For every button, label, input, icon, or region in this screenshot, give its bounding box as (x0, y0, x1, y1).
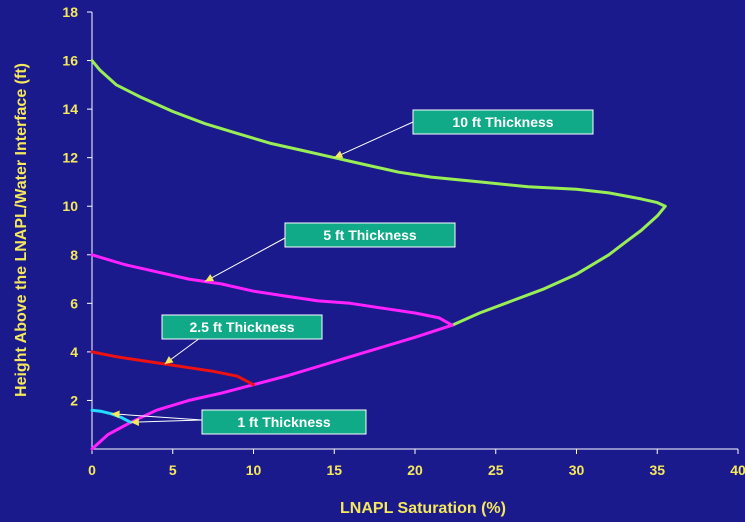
callout-1ft-label: 1 ft Thickness (237, 414, 331, 430)
x-tick-label: 25 (488, 462, 504, 478)
callout-1ft-box (201, 409, 367, 435)
callout-10ft-label: 10 ft Thickness (452, 114, 553, 130)
callout-10ft: 10 ft Thickness (412, 109, 594, 135)
y-tick-label: 6 (70, 295, 78, 311)
x-axis-title: LNAPL Saturation (%) (340, 500, 506, 517)
annotation-arrows (111, 121, 414, 426)
y-tick-label: 2 (70, 392, 78, 408)
annotation-arrow (111, 410, 203, 421)
callout-2-5ft-box (161, 314, 323, 340)
y-tick-label: 12 (62, 150, 78, 166)
y-tick-label: 16 (62, 53, 78, 69)
series-line (90, 408, 133, 424)
series-layer (90, 59, 667, 451)
y-tick-label: 18 (62, 4, 78, 20)
x-tick-label: 5 (169, 462, 177, 478)
x-ticks: 0 5 10 15 20 25 30 35 40 (88, 449, 745, 478)
callout-10ft-box (412, 109, 594, 135)
x-tick-label: 15 (326, 462, 342, 478)
series-line (90, 253, 454, 451)
series-line (90, 350, 255, 387)
callout-5ft-label: 5 ft Thickness (323, 227, 417, 243)
annotation-arrow (334, 121, 414, 159)
x-tick-label: 10 (246, 462, 262, 478)
plot-area: 0 5 10 15 20 25 30 35 40 2 4 6 8 10 12 14 16 18 (62, 4, 745, 478)
annotation-arrow (130, 418, 203, 426)
callout-5ft: 5 ft Thickness (284, 222, 456, 248)
y-ticks: 2 4 6 8 10 12 14 16 18 (62, 4, 92, 408)
y-axis-title: Height Above the LNAPL/Water Interface (… (13, 63, 30, 397)
y-tick-label: 14 (62, 101, 78, 117)
x-tick-label: 0 (88, 462, 96, 478)
callout-2-5ft: 2.5 ft Thickness (161, 314, 323, 340)
callout-1ft: 1 ft Thickness (201, 409, 367, 435)
y-tick-label: 10 (62, 198, 78, 214)
x-tick-label: 40 (730, 462, 745, 478)
x-tick-label: 20 (407, 462, 423, 478)
x-tick-label: 35 (649, 462, 665, 478)
x-tick-label: 30 (569, 462, 585, 478)
callout-5ft-box (284, 222, 456, 248)
annotation-arrow (164, 337, 201, 365)
callout-2-5ft-label: 2.5 ft Thickness (189, 319, 294, 335)
annotation-arrow (204, 237, 286, 282)
series-line (90, 59, 667, 327)
y-tick-label: 4 (70, 344, 78, 360)
y-tick-label: 8 (70, 247, 78, 263)
